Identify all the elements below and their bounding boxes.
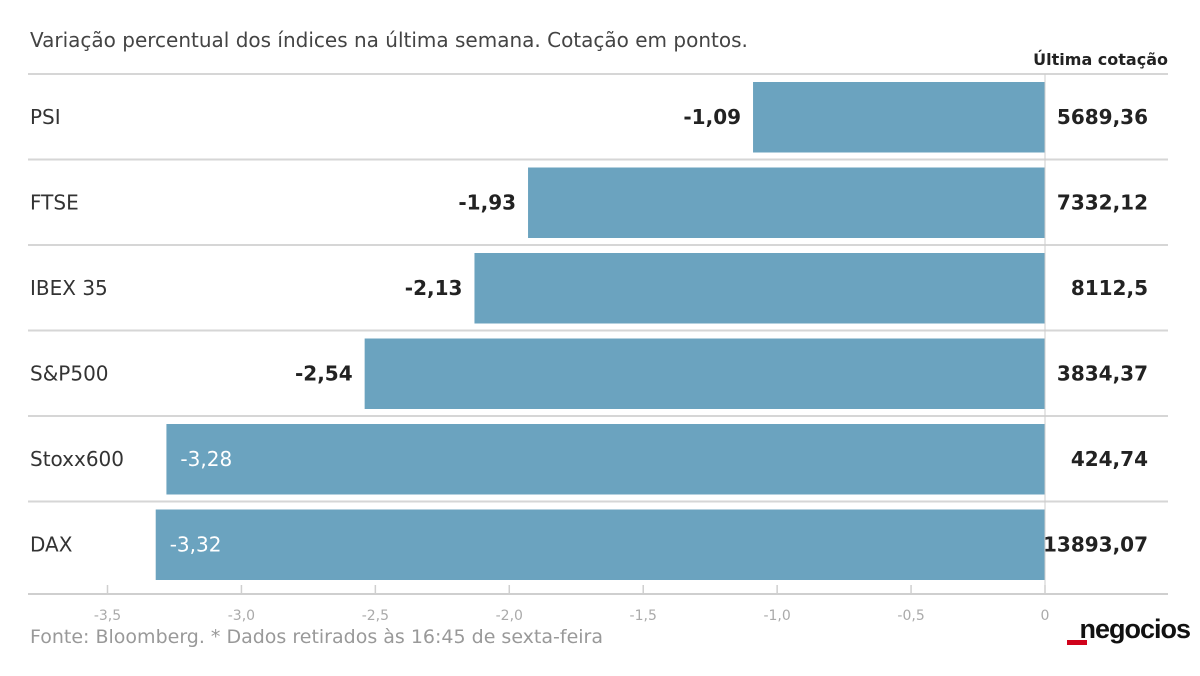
value-label: -3,28 xyxy=(180,447,232,471)
last-quote-label: 424,74 xyxy=(1071,447,1148,471)
last-quote-label: 5689,36 xyxy=(1057,105,1148,129)
x-tick-label: -1,5 xyxy=(630,608,657,624)
value-label: -2,13 xyxy=(405,276,463,300)
last-quote-label: 13893,07 xyxy=(1043,532,1148,556)
category-label: Stoxx600 xyxy=(30,447,124,471)
last-quote-header: Última cotação xyxy=(1033,50,1168,69)
x-tick-label: -3,0 xyxy=(228,608,255,624)
x-tick-label: -1,0 xyxy=(763,608,790,624)
value-label: -1,93 xyxy=(458,190,516,214)
bar xyxy=(474,253,1045,324)
source-note: Fonte: Bloomberg. * Dados retirados às 1… xyxy=(30,626,603,648)
last-quote-label: 3834,37 xyxy=(1057,361,1148,385)
value-label: -2,54 xyxy=(295,361,353,385)
bar xyxy=(166,424,1045,495)
category-label: IBEX 35 xyxy=(30,276,108,300)
x-tick-label: -2,5 xyxy=(362,608,389,624)
chart-subtitle: Variação percentual dos índices na últim… xyxy=(30,28,748,52)
bar xyxy=(528,167,1045,238)
value-label: -1,09 xyxy=(683,105,741,129)
category-label: S&P500 xyxy=(30,361,109,385)
bar xyxy=(364,338,1046,409)
x-tick-label: -2,0 xyxy=(496,608,523,624)
bar xyxy=(155,509,1045,580)
negocios-logo: negocios xyxy=(1079,614,1191,644)
logo-accent-bar xyxy=(1067,640,1087,645)
x-tick-label: 0 xyxy=(1041,608,1050,624)
category-label: DAX xyxy=(30,532,73,556)
last-quote-label: 8112,5 xyxy=(1071,276,1148,300)
x-tick-label: -0,5 xyxy=(897,608,924,624)
value-label: -3,32 xyxy=(170,532,222,556)
x-tick-label: -3,5 xyxy=(94,608,121,624)
category-label: FTSE xyxy=(30,190,79,214)
last-quote-label: 7332,12 xyxy=(1057,190,1148,214)
category-label: PSI xyxy=(30,105,61,129)
bar xyxy=(753,82,1045,153)
